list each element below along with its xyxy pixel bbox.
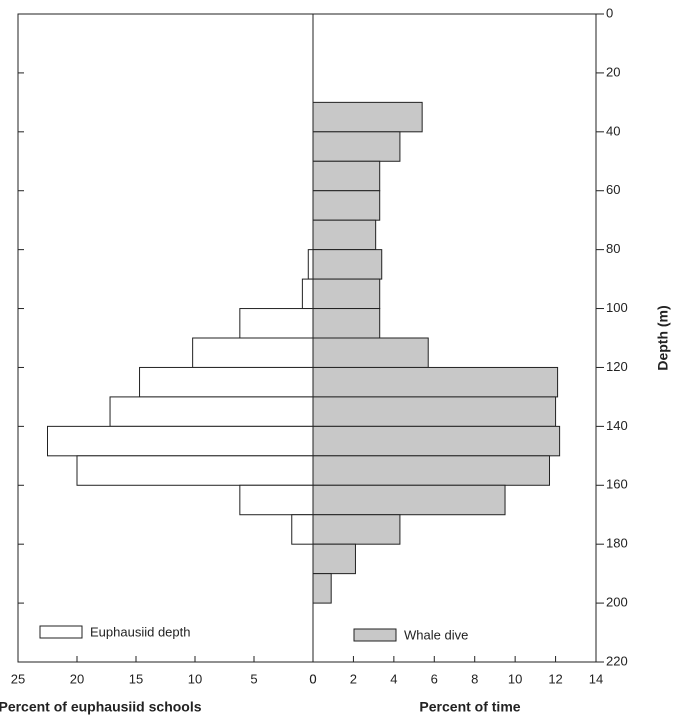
bar — [312, 308, 381, 339]
y-tick-label: 220 — [606, 653, 628, 668]
bar — [312, 219, 377, 251]
bar — [312, 573, 332, 604]
x-tick-label: 0 — [309, 671, 316, 686]
y-tick-label: 60 — [606, 182, 620, 197]
legend-swatch — [39, 625, 83, 639]
x-tick-label: 10 — [508, 671, 522, 686]
y-axis-label: Depth (m) — [655, 305, 671, 370]
y-tick-label: 0 — [606, 5, 613, 20]
y-tick-label: 120 — [606, 359, 628, 374]
bar — [307, 249, 314, 280]
x-tick-label: 12 — [548, 671, 562, 686]
y-tick-label: 80 — [606, 241, 620, 256]
bar — [312, 396, 557, 427]
bar — [312, 455, 551, 486]
bar — [139, 366, 314, 398]
legend-label: Euphausiid depth — [90, 624, 190, 639]
bar — [239, 308, 314, 339]
bar — [312, 543, 356, 575]
bar — [312, 101, 423, 133]
bar — [312, 278, 381, 310]
y-tick-label: 100 — [606, 300, 628, 315]
y-tick-label: 140 — [606, 418, 628, 433]
bar — [312, 337, 429, 368]
x-axis-label: Percent of time — [419, 699, 520, 715]
x-tick-label: 14 — [589, 671, 603, 686]
x2-tick-label: 0 — [309, 671, 316, 686]
x2-tick-label: 25 — [11, 671, 25, 686]
bar — [312, 131, 401, 162]
x-tick-label: 4 — [390, 671, 397, 686]
y-tick-label: 20 — [606, 64, 620, 79]
x-tick-label: 2 — [350, 671, 357, 686]
y-tick-label: 200 — [606, 595, 628, 610]
x-tick-label: 8 — [471, 671, 478, 686]
x2-tick-label: 15 — [129, 671, 143, 686]
plot-frame — [17, 13, 597, 663]
x2-tick-label: 10 — [188, 671, 202, 686]
bar — [312, 425, 561, 457]
bar — [312, 160, 381, 192]
x2-tick-label: 20 — [70, 671, 84, 686]
x-tick-label: 6 — [431, 671, 438, 686]
bar — [312, 514, 401, 545]
bar — [301, 278, 314, 310]
y-tick-label: 160 — [606, 477, 628, 492]
y-tick-label: 180 — [606, 536, 628, 551]
bar — [47, 425, 314, 457]
bar — [312, 366, 559, 398]
y-tick-label: 40 — [606, 123, 620, 138]
bar — [312, 484, 506, 516]
legend-swatch — [353, 628, 397, 642]
bar — [239, 484, 314, 516]
bar — [109, 396, 314, 427]
x2-axis-label: Percent of euphausiid schools — [0, 699, 202, 715]
bar — [291, 514, 314, 545]
bar — [312, 249, 383, 280]
bar — [192, 337, 314, 368]
bar — [312, 190, 381, 221]
bar — [76, 455, 314, 486]
legend-label: Whale dive — [404, 627, 468, 642]
x2-tick-label: 5 — [250, 671, 257, 686]
